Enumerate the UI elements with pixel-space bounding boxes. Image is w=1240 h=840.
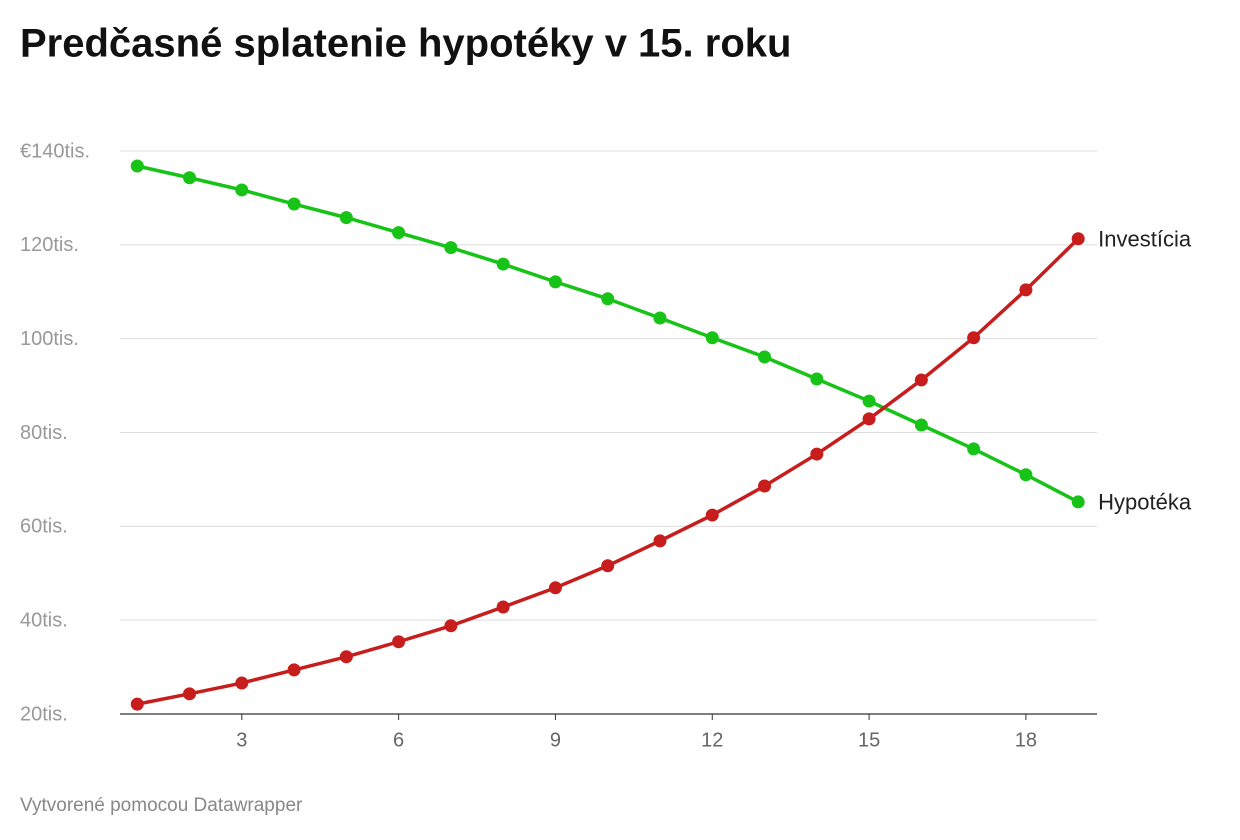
point — [758, 479, 772, 493]
point — [392, 226, 406, 240]
footer: Vytvorené pomocou Datawrapper — [20, 795, 303, 816]
point — [339, 211, 353, 225]
y-tick-label: 80tis. — [20, 422, 68, 444]
point — [548, 275, 562, 289]
point — [287, 663, 301, 677]
x-tick-label: 15 — [858, 729, 880, 751]
x-tick-label: 6 — [393, 729, 404, 751]
y-tick-label: 60tis. — [20, 516, 68, 538]
point — [914, 373, 928, 387]
point — [1071, 495, 1085, 509]
point — [653, 534, 667, 548]
y-tick-label: 20tis. — [20, 703, 68, 725]
point — [235, 183, 249, 197]
point — [914, 418, 928, 432]
point — [601, 559, 615, 573]
y-tick-label: 40tis. — [20, 609, 68, 631]
point — [183, 171, 197, 185]
point — [705, 331, 719, 345]
series-label: Hypotéka — [1098, 490, 1192, 515]
point — [1019, 283, 1033, 297]
point — [287, 197, 301, 211]
point — [548, 581, 562, 595]
series-line — [136, 237, 1080, 706]
point — [967, 442, 981, 456]
point — [392, 635, 406, 649]
chart-title: Predčasné splatenie hypotéky v 15. roku — [20, 22, 791, 66]
point — [862, 412, 876, 426]
point — [183, 687, 197, 701]
point — [862, 394, 876, 408]
point — [130, 159, 144, 173]
point — [444, 241, 458, 255]
series-line — [136, 164, 1079, 504]
point — [496, 257, 510, 271]
point — [705, 508, 719, 522]
point — [444, 619, 458, 633]
point — [339, 650, 353, 664]
x-tick-label: 9 — [550, 729, 561, 751]
x-tick-label: 18 — [1015, 729, 1037, 751]
x-tick-label: 3 — [236, 729, 247, 751]
series-label: Investícia — [1098, 227, 1192, 252]
point — [235, 676, 249, 690]
point — [967, 331, 981, 345]
x-tick-label: 12 — [701, 729, 723, 751]
y-tick-label: 100tis. — [20, 328, 79, 350]
point — [758, 350, 772, 364]
point — [601, 292, 615, 306]
point — [1071, 232, 1085, 246]
y-tick-label: 120tis. — [20, 234, 79, 256]
point — [810, 372, 824, 386]
point — [810, 447, 824, 461]
point — [653, 311, 667, 325]
y-tick-label: €140tis. — [20, 140, 90, 162]
point — [1019, 468, 1033, 482]
point — [496, 600, 510, 614]
point — [130, 697, 144, 711]
